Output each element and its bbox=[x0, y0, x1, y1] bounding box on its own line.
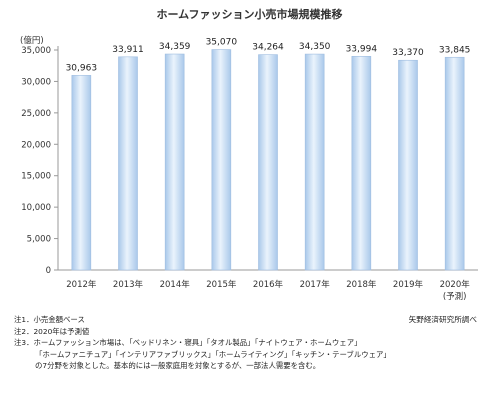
y-tick-label: 35,000 bbox=[21, 46, 51, 56]
data-label: 34,350 bbox=[299, 42, 331, 52]
x-tick-label: 2015年 bbox=[206, 279, 237, 290]
bar bbox=[211, 49, 232, 271]
data-label: 33,911 bbox=[112, 45, 144, 55]
data-label: 33,845 bbox=[439, 45, 471, 55]
footnote-3-line-1: 注3．ホームファッション市場は、「ベッドリネン・寝具」「タオル製品」「ナイトウェ… bbox=[14, 338, 362, 347]
data-label: 33,370 bbox=[392, 48, 424, 58]
y-tick-label: 10,000 bbox=[21, 203, 51, 213]
y-tick-label: 5,000 bbox=[27, 235, 51, 245]
bar bbox=[71, 75, 92, 271]
y-tick-label: 30,000 bbox=[21, 77, 51, 87]
bar bbox=[164, 53, 185, 271]
bar bbox=[258, 54, 278, 271]
data-label: 33,994 bbox=[346, 44, 378, 54]
footnote-1: 注1．小売金額ベース bbox=[14, 315, 85, 324]
x-tick-label: 2020年 bbox=[440, 279, 471, 290]
y-tick-label: 15,000 bbox=[21, 172, 51, 182]
bar bbox=[444, 56, 465, 271]
bar bbox=[304, 53, 325, 271]
y-tick-label: 20,000 bbox=[21, 140, 51, 150]
x-tick-label: 2017年 bbox=[300, 279, 331, 290]
source-note: 矢野経済研究所調べ bbox=[408, 315, 477, 324]
chart-title: ホームファッション小売市場規模推移 bbox=[156, 8, 343, 21]
data-label: 35,070 bbox=[206, 38, 238, 48]
bar bbox=[398, 59, 418, 271]
footnote-3-line-2: 「ホームファニチュア」「インテリアファブリックス」「ホームライティング」「キッチ… bbox=[35, 349, 391, 359]
x-tick-label: 2016年 bbox=[253, 279, 284, 290]
y-tick-label: 0 bbox=[46, 266, 51, 276]
x-tick-label: 2012年 bbox=[66, 279, 97, 290]
bar bbox=[118, 56, 138, 271]
footnote-3-line-3: の7分野を対象とした。基本的には一般家庭用を対象とするが、一部法人需要を含む。 bbox=[35, 361, 321, 370]
bar bbox=[351, 56, 372, 271]
x-tick-label: 2019年 bbox=[393, 279, 424, 290]
y-axis-unit-label: (億円) bbox=[20, 35, 44, 46]
bar-chart: (億円) 0 5,000 10,000 15,000 20,000 25,000 30,00… bbox=[20, 35, 478, 302]
y-tick-label: 25,000 bbox=[21, 109, 51, 119]
data-label: 34,264 bbox=[252, 43, 284, 53]
footnote-2: 注2．2020年は予測値 bbox=[14, 326, 90, 336]
data-label: 30,963 bbox=[66, 63, 98, 73]
x-tick-label: 2018年 bbox=[346, 279, 377, 290]
x-tick-label: 2014年 bbox=[160, 279, 191, 290]
data-label: 34,359 bbox=[159, 42, 191, 52]
x-tick-sublabel: (予測) bbox=[443, 291, 467, 302]
footnotes: 注1．小売金額ベース 注2．2020年は予測値 注3．ホームファッション市場は、… bbox=[14, 314, 391, 372]
x-tick-label: 2013年 bbox=[113, 279, 144, 290]
